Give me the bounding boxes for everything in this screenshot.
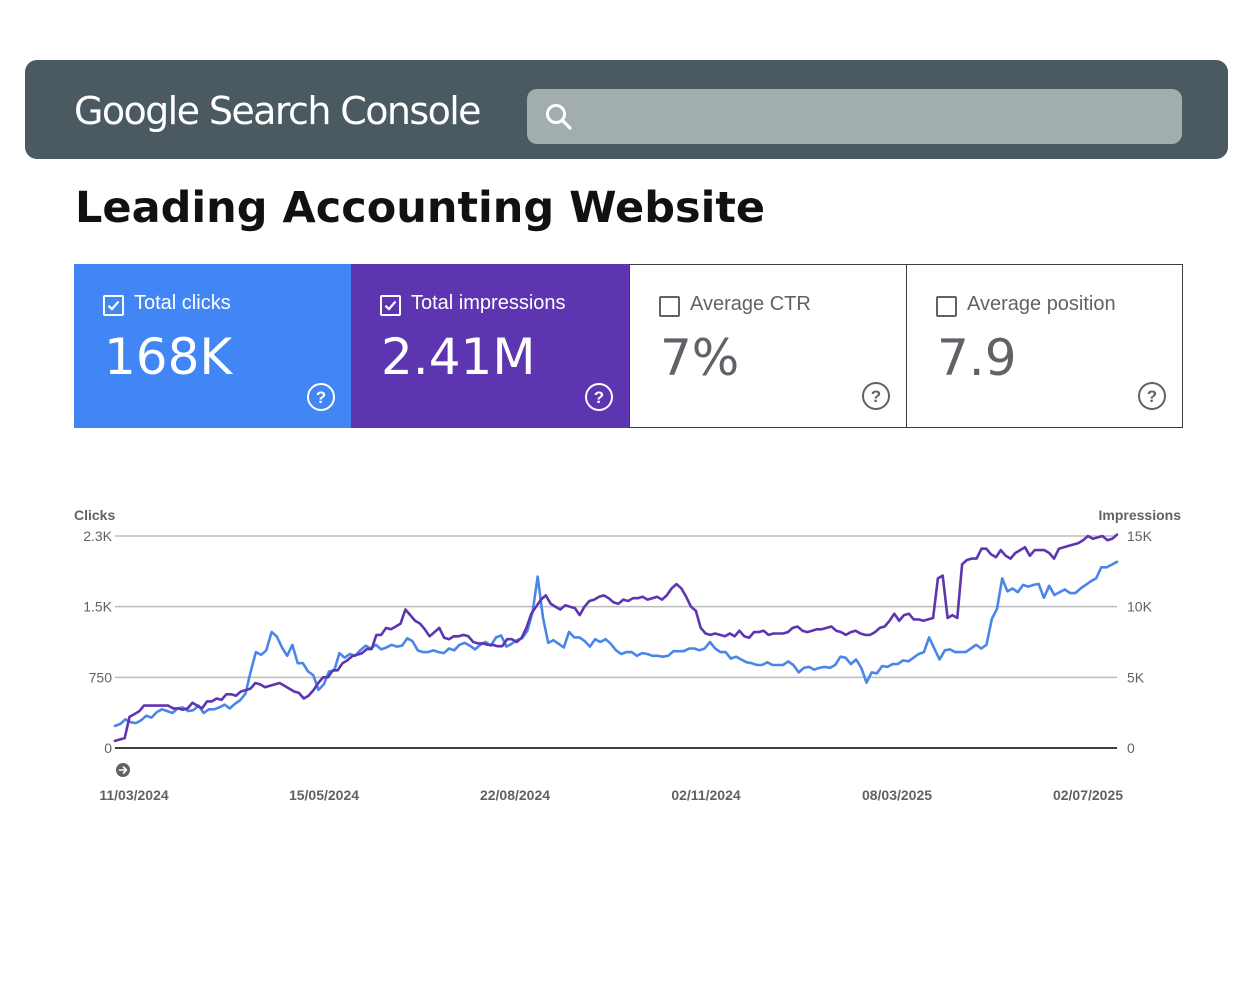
x-axis-date-label: 22/08/2024 xyxy=(480,787,550,803)
metric-card-total-clicks[interactable]: Total clicks 168K ? xyxy=(74,264,351,428)
metric-card-total-impressions[interactable]: Total impressions 2.41M ? xyxy=(351,264,629,428)
performance-chart: 2.3K 15K 1.5K 10K 750 5K 0 0 Clicks Impressions 11… xyxy=(0,480,1254,820)
metric-label: Total impressions xyxy=(411,292,566,314)
checkbox-total-impressions[interactable] xyxy=(380,295,401,316)
x-axis-date-label: 15/05/2024 xyxy=(289,787,359,803)
checkbox-total-clicks[interactable] xyxy=(103,295,124,316)
svg-text:?: ? xyxy=(871,387,881,406)
page-title: Leading Accounting Website xyxy=(75,183,766,233)
help-icon[interactable]: ? xyxy=(1137,381,1167,411)
help-icon[interactable]: ? xyxy=(861,381,891,411)
left-axis-tick-label: 1.5K xyxy=(83,599,112,615)
search-bar[interactable] xyxy=(527,89,1182,144)
checkbox-average-position[interactable] xyxy=(936,296,957,317)
top-bar: Google Search Console xyxy=(25,60,1228,159)
x-axis-date-label: 02/07/2025 xyxy=(1053,787,1123,803)
help-icon[interactable]: ? xyxy=(584,382,614,412)
right-axis-title: Impressions xyxy=(1099,507,1182,523)
right-axis-tick-label: 10K xyxy=(1127,599,1153,615)
left-axis-title: Clicks xyxy=(74,507,115,523)
check-icon xyxy=(384,300,397,311)
performance-chart-svg: 2.3K 15K 1.5K 10K 750 5K 0 0 Clicks Impressions 11… xyxy=(74,507,1182,803)
left-axis-tick-label: 2.3K xyxy=(83,528,112,544)
right-axis-tick-label: 5K xyxy=(1127,669,1145,685)
right-axis-tick-label: 0 xyxy=(1127,740,1135,756)
metric-card-average-position[interactable]: Average position 7.9 ? xyxy=(906,264,1183,428)
metric-label: Average position xyxy=(967,293,1116,315)
annotation-marker-icon[interactable] xyxy=(116,763,130,777)
metric-cards: Total clicks 168K ? Total impressions 2.… xyxy=(74,264,1183,428)
x-axis-date-label: 11/03/2024 xyxy=(99,787,169,803)
app-logo-title[interactable]: Google Search Console xyxy=(74,89,482,133)
metric-value: 168K xyxy=(104,328,233,386)
svg-text:?: ? xyxy=(594,388,604,407)
series-line-clicks xyxy=(113,560,1119,728)
left-axis-tick-label: 0 xyxy=(104,740,112,756)
metric-label: Average CTR xyxy=(690,293,811,315)
metric-value: 7% xyxy=(660,329,740,387)
series-line-impressions xyxy=(113,533,1119,743)
x-axis-date-label: 08/03/2025 xyxy=(862,787,932,803)
svg-text:?: ? xyxy=(316,388,326,407)
help-icon[interactable]: ? xyxy=(306,382,336,412)
metric-value: 2.41M xyxy=(381,328,536,386)
checkbox-average-ctr[interactable] xyxy=(659,296,680,317)
check-icon xyxy=(107,300,120,311)
metric-value: 7.9 xyxy=(937,329,1017,387)
right-axis-tick-label: 15K xyxy=(1127,528,1153,544)
metric-label: Total clicks xyxy=(134,292,231,314)
svg-text:?: ? xyxy=(1147,387,1157,406)
x-axis-date-label: 02/11/2024 xyxy=(671,787,741,803)
metric-card-average-ctr[interactable]: Average CTR 7% ? xyxy=(629,264,906,428)
left-axis-tick-label: 750 xyxy=(89,669,113,685)
search-icon[interactable] xyxy=(543,101,575,133)
